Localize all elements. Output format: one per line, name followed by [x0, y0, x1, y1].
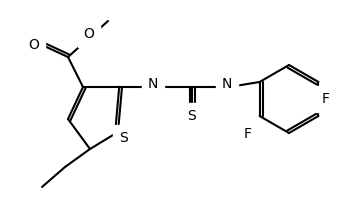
Text: H: H [223, 72, 231, 82]
Text: H: H [149, 72, 157, 82]
Text: S: S [119, 131, 127, 145]
Text: N: N [148, 77, 158, 91]
Text: F: F [244, 127, 252, 141]
Text: S: S [188, 109, 196, 123]
Text: O: O [83, 27, 94, 41]
Text: O: O [29, 38, 39, 52]
Text: F: F [322, 92, 330, 106]
Text: N: N [222, 77, 232, 91]
